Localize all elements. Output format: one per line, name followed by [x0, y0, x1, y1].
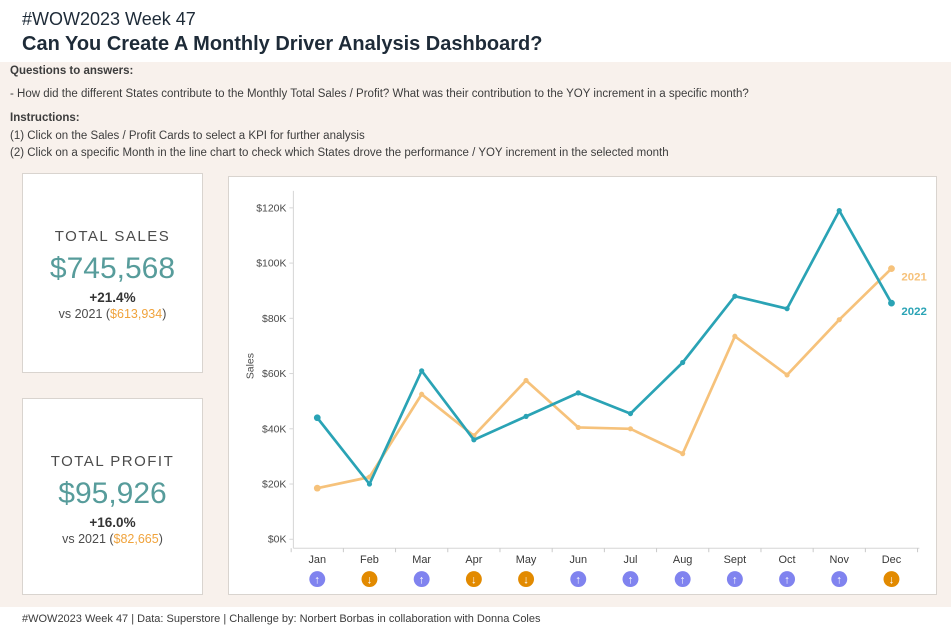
- month-label-sept[interactable]: Sept: [724, 554, 747, 566]
- instruction-1: (1) Click on the Sales / Profit Cards to…: [10, 130, 365, 142]
- kpi-vs-prior-year: vs 2021 ($613,934): [23, 307, 202, 321]
- month-label-may[interactable]: May: [516, 554, 537, 566]
- series-label-2021: 2021: [901, 272, 927, 284]
- question-text: - How did the different States contribut…: [10, 88, 749, 100]
- y-tick-label: $20K: [262, 480, 286, 491]
- arrow-up-icon: ↑: [836, 575, 842, 587]
- page-title: Can You Create A Monthly Driver Analysis…: [22, 33, 543, 55]
- data-point-2021-aug[interactable]: [680, 451, 686, 457]
- instructions-heading: Instructions:: [10, 112, 80, 124]
- data-point-2022-feb[interactable]: [366, 481, 373, 487]
- kpi-vs-prefix: vs 2021 (: [62, 532, 114, 546]
- kpi-vs-amount: $613,934: [110, 307, 163, 321]
- month-label-dec[interactable]: Dec: [882, 554, 902, 566]
- kpi-vs-amount: $82,665: [113, 532, 159, 546]
- data-point-2022-nov[interactable]: [836, 208, 842, 214]
- data-point-2022-jan[interactable]: [313, 414, 321, 422]
- month-label-mar[interactable]: Mar: [412, 554, 431, 566]
- questions-heading: Questions to answers:: [10, 65, 134, 77]
- kpi-card-total-sales[interactable]: TOTAL SALES $745,568 +21.4% vs 2021 ($61…: [22, 173, 203, 373]
- data-point-2022-sept[interactable]: [732, 293, 738, 299]
- data-point-2022-jun[interactable]: [575, 390, 581, 396]
- yoy-arrow-dec[interactable]: [883, 571, 900, 588]
- kpi-title: TOTAL PROFIT: [50, 453, 175, 470]
- data-point-2022-may[interactable]: [523, 413, 529, 419]
- data-point-2021-mar[interactable]: [419, 391, 425, 397]
- kpi-vs-suffix: ): [162, 307, 167, 321]
- arrow-up-icon: ↑: [419, 575, 425, 587]
- month-label-nov[interactable]: Nov: [830, 554, 850, 566]
- arrow-down-icon: ↓: [471, 575, 477, 587]
- month-label-jan[interactable]: Jan: [308, 554, 326, 566]
- data-point-2021-jun[interactable]: [575, 424, 581, 430]
- y-tick-label: $120K: [256, 203, 286, 214]
- yoy-arrow-apr[interactable]: [465, 571, 482, 588]
- arrow-up-icon: ↑: [575, 575, 581, 587]
- kpi-change: +21.4%: [89, 290, 136, 305]
- arrow-up-icon: ↑: [628, 575, 634, 587]
- yoy-arrow-jul[interactable]: [622, 571, 639, 588]
- instruction-2: (2) Click on a specific Month in the lin…: [10, 147, 669, 159]
- kpi-vs-suffix: ): [158, 532, 163, 546]
- yoy-arrow-nov[interactable]: [831, 571, 848, 588]
- yoy-arrow-aug[interactable]: [674, 571, 691, 588]
- data-point-2021-may[interactable]: [523, 377, 529, 384]
- data-point-2021-sept[interactable]: [732, 333, 738, 339]
- sales-line-chart[interactable]: $0K $20K $40K $60K $80K $100K $120K Sales Jan ↑ Fe…: [229, 177, 936, 594]
- content-band: Questions to answers: - How did the diff…: [0, 62, 951, 607]
- yoy-arrow-jun[interactable]: [570, 571, 587, 588]
- kpi-value: $745,568: [49, 252, 176, 285]
- header-tag: #WOW2023 Week 47: [22, 9, 196, 29]
- kpi-title: TOTAL SALES: [54, 228, 171, 245]
- y-tick-label: $40K: [262, 424, 286, 435]
- y-tick-label: $0K: [268, 535, 287, 546]
- data-point-2022-oct[interactable]: [784, 306, 790, 312]
- arrow-up-icon: ↑: [314, 575, 320, 587]
- data-point-2021-jul[interactable]: [627, 426, 634, 432]
- yoy-arrow-mar[interactable]: [413, 571, 430, 588]
- data-point-2022-dec[interactable]: [888, 299, 895, 307]
- data-point-2022-aug[interactable]: [680, 359, 686, 366]
- month-label-oct[interactable]: Oct: [779, 554, 796, 566]
- arrow-up-icon: ↑: [732, 575, 738, 587]
- month-label-jun[interactable]: Jun: [569, 554, 587, 566]
- series-line-2021[interactable]: [315, 267, 893, 490]
- kpi-value: $95,926: [58, 477, 167, 510]
- y-tick-label: $60K: [262, 369, 286, 380]
- month-label-apr[interactable]: Apr: [465, 554, 482, 566]
- month-label-jul[interactable]: Jul: [623, 554, 637, 566]
- series-line-2022[interactable]: [315, 209, 893, 486]
- data-point-2021-dec[interactable]: [888, 265, 895, 272]
- kpi-change: +16.0%: [89, 515, 136, 530]
- footer-credits: #WOW2023 Week 47 | Data: Superstore | Ch…: [22, 613, 541, 625]
- data-point-2022-apr[interactable]: [471, 437, 477, 443]
- y-tick-label: $80K: [262, 314, 286, 325]
- kpi-vs-prefix: vs 2021 (: [58, 307, 111, 321]
- monthly-sales-chart-card: $0K $20K $40K $60K $80K $100K $120K Sales Jan ↑ Fe…: [228, 176, 937, 595]
- yoy-arrow-may[interactable]: [518, 571, 535, 588]
- month-label-aug[interactable]: Aug: [673, 554, 692, 566]
- arrow-up-icon: ↑: [680, 575, 686, 587]
- arrow-up-icon: ↑: [784, 575, 790, 587]
- data-point-2021-oct[interactable]: [784, 372, 790, 378]
- kpi-vs-prior-year: vs 2021 ($82,665): [23, 532, 202, 546]
- y-tick-label: $100K: [256, 259, 286, 270]
- arrow-down-icon: ↓: [523, 575, 529, 587]
- y-axis-title: Sales: [246, 353, 257, 379]
- data-point-2022-jul[interactable]: [627, 411, 634, 417]
- month-label-feb[interactable]: Feb: [360, 554, 379, 566]
- yoy-arrow-oct[interactable]: [779, 571, 796, 588]
- data-point-2022-mar[interactable]: [419, 368, 425, 374]
- data-point-2021-nov[interactable]: [836, 317, 842, 323]
- yoy-arrow-feb[interactable]: [361, 571, 378, 588]
- kpi-card-total-profit[interactable]: TOTAL PROFIT $95,926 +16.0% vs 2021 ($82…: [22, 398, 203, 595]
- yoy-arrow-jan[interactable]: [309, 571, 326, 588]
- series-label-2022: 2022: [901, 306, 926, 318]
- yoy-arrow-sept[interactable]: [726, 571, 743, 588]
- data-point-2021-jan[interactable]: [313, 484, 321, 492]
- arrow-down-icon: ↓: [889, 575, 895, 587]
- arrow-down-icon: ↓: [367, 575, 373, 587]
